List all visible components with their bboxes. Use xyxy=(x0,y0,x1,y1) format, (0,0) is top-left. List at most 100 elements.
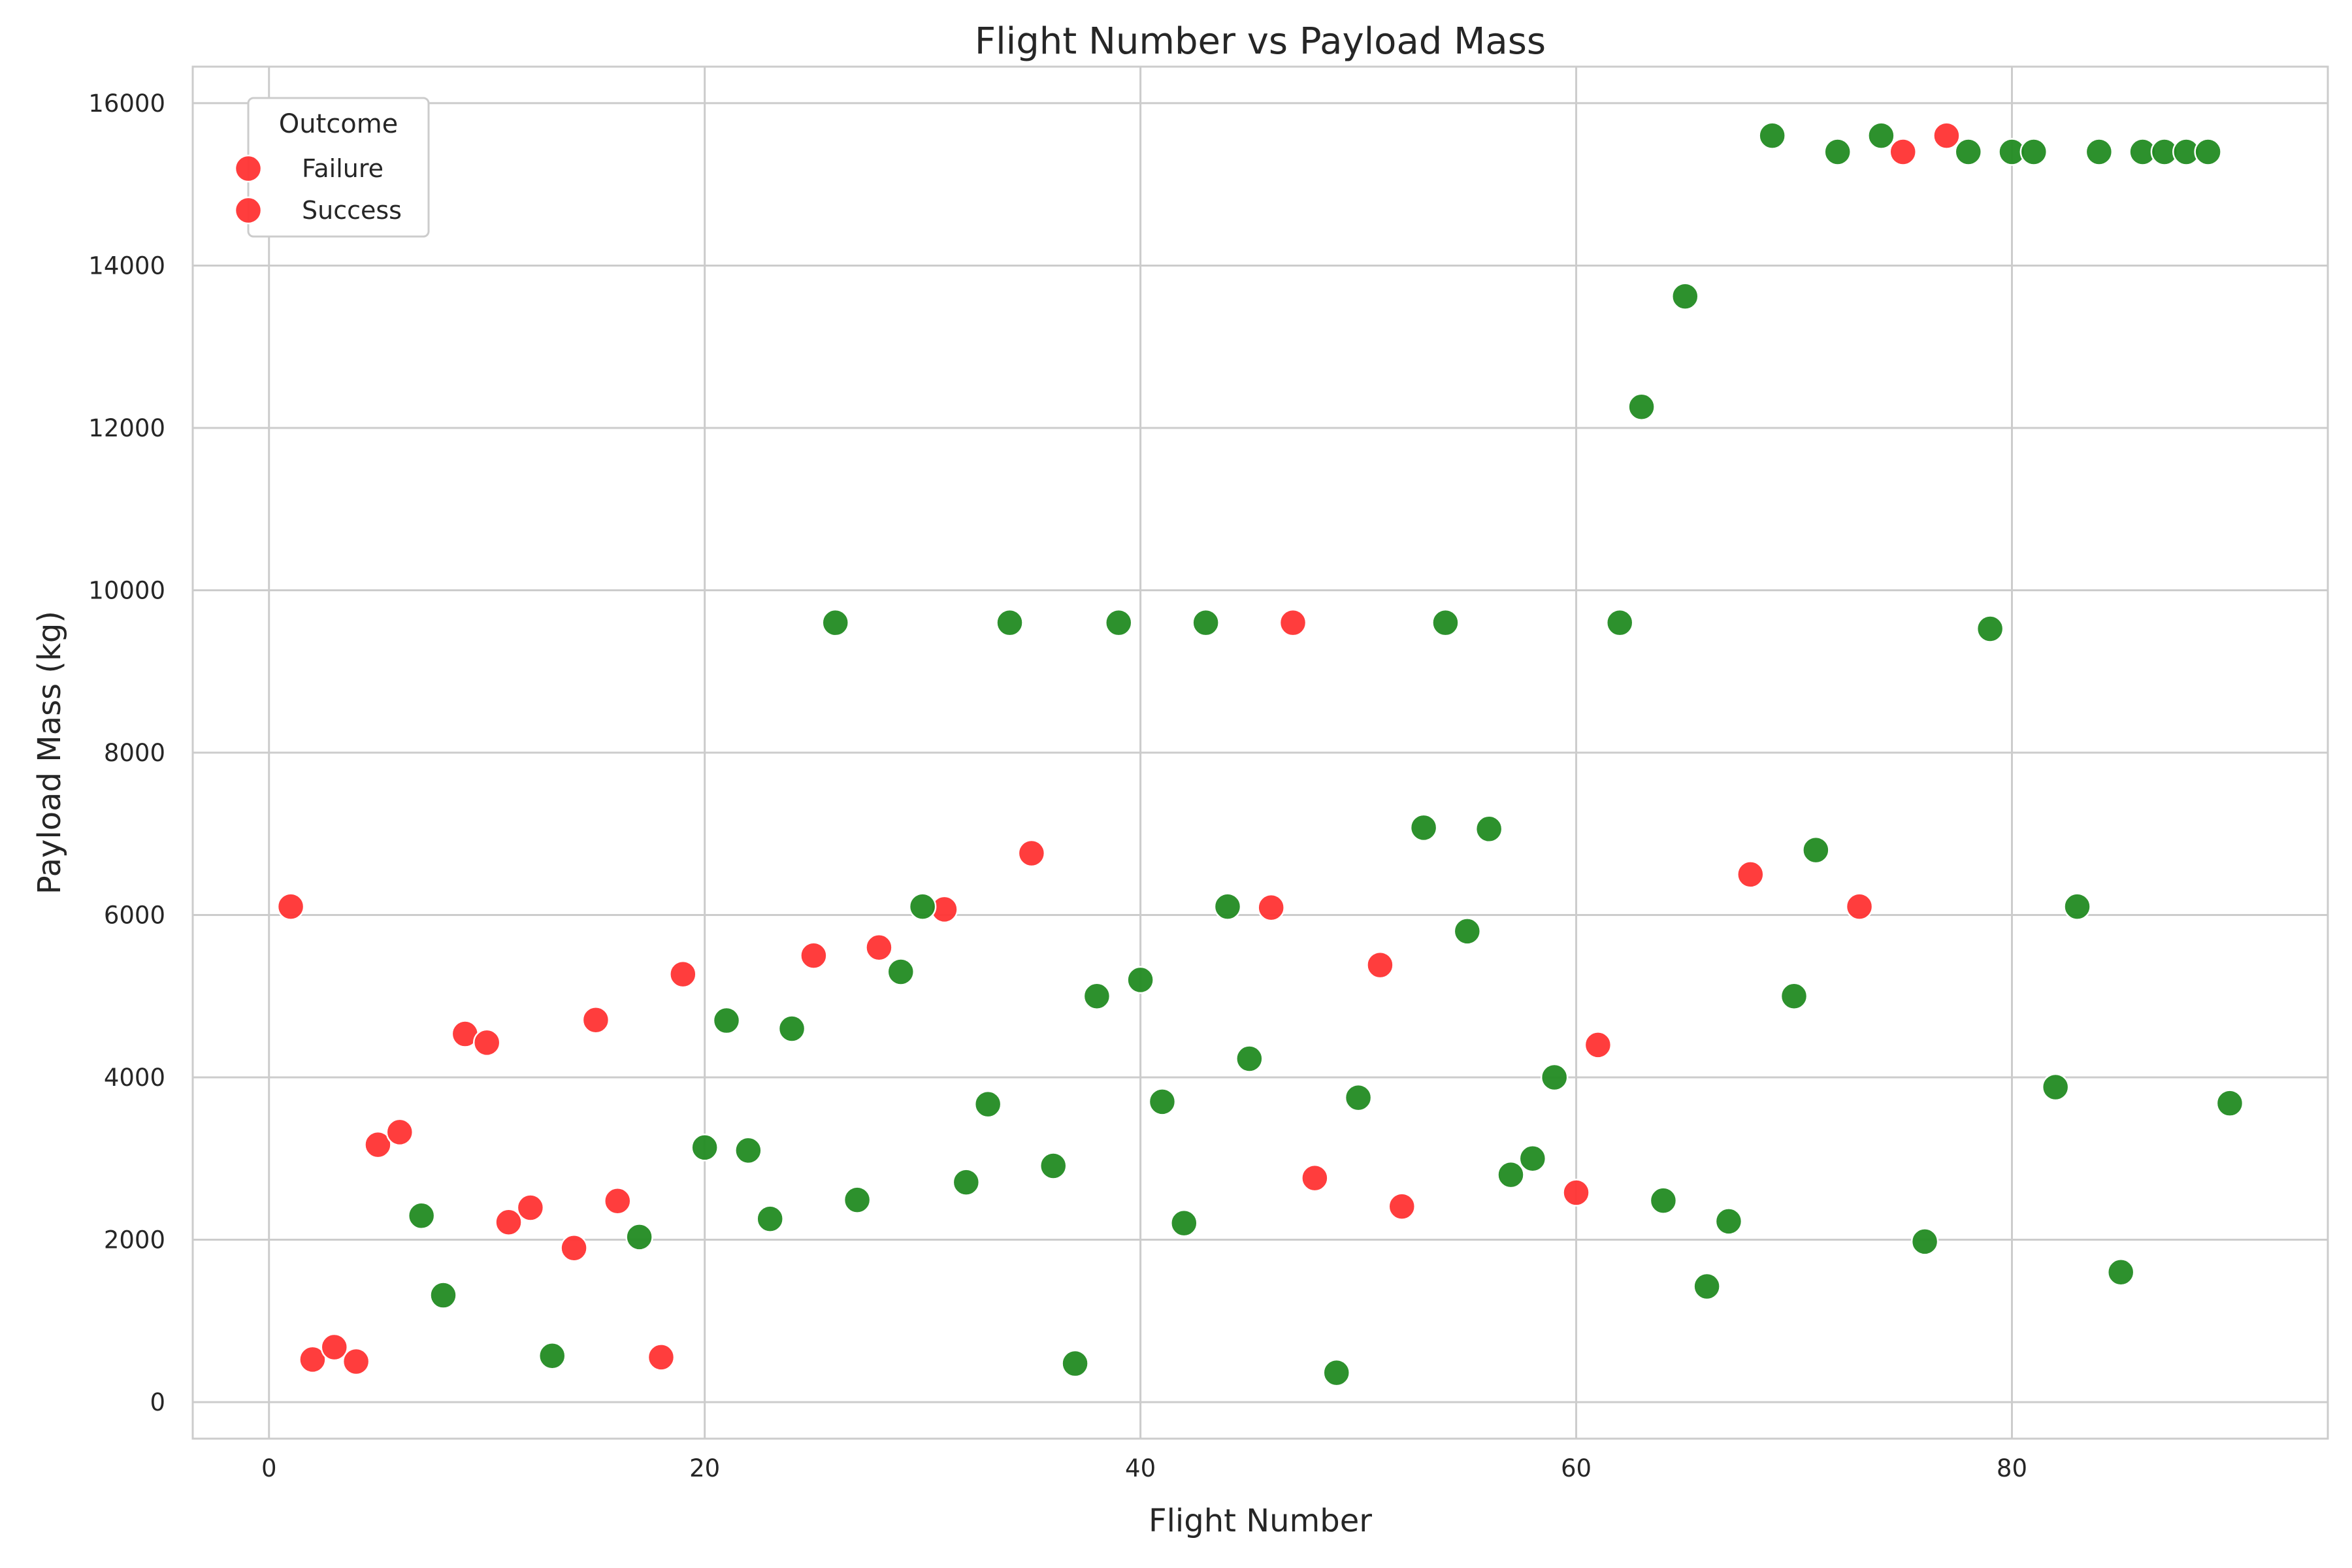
data-point-failure xyxy=(342,1347,370,1376)
data-point-success xyxy=(821,608,849,637)
data-point-failure xyxy=(1388,1192,1416,1220)
data-point-failure xyxy=(669,960,697,988)
y-tick-label: 14000 xyxy=(88,252,165,280)
data-point-failure xyxy=(472,1028,501,1057)
x-axis-label: Flight Number xyxy=(1149,1503,1372,1539)
data-points xyxy=(276,122,2244,1387)
data-point-success xyxy=(1540,1063,1569,1092)
data-point-success xyxy=(1671,282,1699,310)
x-tick-label: 40 xyxy=(1125,1454,1156,1482)
y-tick-label: 8000 xyxy=(104,739,165,767)
data-point-failure xyxy=(1584,1031,1612,1059)
data-point-success xyxy=(756,1205,784,1233)
data-point-failure xyxy=(364,1130,392,1159)
data-point-success xyxy=(538,1342,566,1370)
data-point-failure xyxy=(516,1194,545,1222)
legend-label-success: Success xyxy=(302,196,402,225)
data-point-success xyxy=(2106,1258,2135,1286)
y-axis-label: Payload Mass (kg) xyxy=(31,611,68,894)
legend-title: Outcome xyxy=(279,109,399,139)
data-point-success xyxy=(2215,1089,2244,1117)
data-point-failure xyxy=(1301,1164,1329,1192)
data-point-success xyxy=(1431,608,1460,637)
y-tick-label: 4000 xyxy=(104,1064,165,1092)
data-point-failure xyxy=(865,933,893,962)
data-point-success xyxy=(1213,892,1242,921)
data-point-success xyxy=(1061,1349,1089,1378)
data-point-success xyxy=(2019,138,2048,166)
data-point-success xyxy=(1497,1160,1525,1189)
data-point-success xyxy=(1148,1088,1177,1116)
data-point-success xyxy=(712,1006,741,1035)
data-point-success xyxy=(1954,138,1983,166)
data-point-failure xyxy=(1889,138,1917,166)
data-point-success xyxy=(2085,138,2114,166)
data-point-success xyxy=(1693,1272,1721,1301)
legend-label-failure: Failure xyxy=(302,154,384,183)
data-point-success xyxy=(1235,1045,1264,1073)
data-point-success xyxy=(1453,917,1482,945)
data-point-failure xyxy=(1257,893,1285,922)
data-point-success xyxy=(1976,615,2004,643)
data-point-failure xyxy=(1366,951,1394,979)
data-point-success xyxy=(1627,393,1656,421)
plot-frame xyxy=(191,65,2329,1440)
y-tick-label: 2000 xyxy=(104,1226,165,1254)
data-point-failure xyxy=(1737,860,1765,889)
data-point-success xyxy=(407,1201,436,1230)
data-point-success xyxy=(1039,1152,1068,1180)
data-point-success xyxy=(973,1090,1002,1119)
data-point-success xyxy=(1649,1186,1678,1215)
data-point-success xyxy=(1867,122,1895,150)
data-point-failure xyxy=(1017,839,1046,868)
data-point-failure xyxy=(276,892,305,921)
data-point-failure xyxy=(1279,608,1307,637)
y-tick-label: 16000 xyxy=(88,90,165,118)
data-point-success xyxy=(2063,892,2091,921)
data-point-success xyxy=(1409,813,1438,842)
data-point-success xyxy=(1192,608,1220,637)
data-point-failure xyxy=(1845,892,1874,921)
data-point-success xyxy=(625,1223,653,1251)
legend: Outcome Failure Success xyxy=(234,97,430,238)
legend-marker-failure xyxy=(234,154,263,183)
data-point-success xyxy=(887,958,915,986)
data-point-failure xyxy=(800,941,828,970)
data-point-failure xyxy=(647,1343,676,1371)
data-point-success xyxy=(2041,1073,2070,1102)
data-point-success xyxy=(1344,1083,1373,1112)
data-point-success xyxy=(1170,1209,1198,1237)
y-tick-label: 0 xyxy=(150,1388,165,1416)
x-tick-label: 0 xyxy=(261,1454,277,1482)
data-point-success xyxy=(1104,608,1133,637)
data-point-success xyxy=(1780,982,1808,1011)
data-point-success xyxy=(908,892,937,921)
data-point-success xyxy=(1126,966,1154,994)
data-point-failure xyxy=(560,1233,588,1262)
data-point-success xyxy=(1083,982,1111,1011)
data-point-failure xyxy=(1933,122,1961,150)
data-point-success xyxy=(1518,1145,1547,1173)
data-point-failure xyxy=(604,1187,632,1215)
data-point-success xyxy=(843,1186,872,1214)
data-point-failure xyxy=(385,1118,414,1147)
data-point-success xyxy=(1910,1228,1939,1256)
data-point-failure xyxy=(495,1208,523,1236)
data-point-success xyxy=(734,1136,762,1165)
x-tick-label: 60 xyxy=(1561,1454,1592,1482)
data-point-success xyxy=(1714,1207,1743,1235)
data-point-success xyxy=(1823,138,1852,166)
data-point-failure xyxy=(1562,1179,1590,1207)
y-tick-label: 10000 xyxy=(88,576,165,604)
data-point-success xyxy=(1605,608,1634,637)
data-point-success xyxy=(1322,1358,1350,1387)
data-point-success xyxy=(2194,138,2222,166)
y-tick-label: 6000 xyxy=(104,902,165,930)
x-tick-label: 80 xyxy=(1997,1454,2027,1482)
data-point-success xyxy=(996,608,1024,637)
data-point-success xyxy=(1758,122,1786,150)
data-point-success xyxy=(429,1281,457,1309)
grid xyxy=(193,67,2328,1439)
